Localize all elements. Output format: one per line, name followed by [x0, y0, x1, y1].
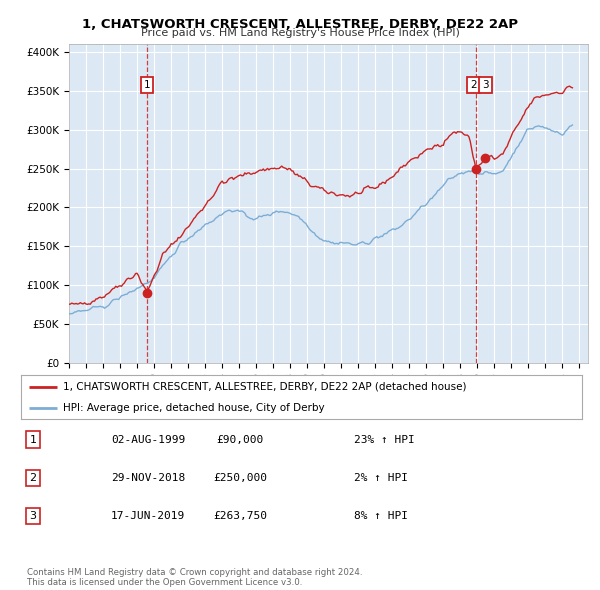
Text: HPI: Average price, detached house, City of Derby: HPI: Average price, detached house, City…: [63, 403, 325, 413]
Text: 02-AUG-1999: 02-AUG-1999: [111, 435, 185, 444]
Text: 29-NOV-2018: 29-NOV-2018: [111, 473, 185, 483]
Text: 1: 1: [143, 80, 150, 90]
Text: Price paid vs. HM Land Registry's House Price Index (HPI): Price paid vs. HM Land Registry's House …: [140, 28, 460, 38]
Text: £250,000: £250,000: [213, 473, 267, 483]
Text: 2: 2: [470, 80, 476, 90]
Text: 1: 1: [29, 435, 37, 444]
Text: 1, CHATSWORTH CRESCENT, ALLESTREE, DERBY, DE22 2AP (detached house): 1, CHATSWORTH CRESCENT, ALLESTREE, DERBY…: [63, 382, 467, 392]
Text: 3: 3: [482, 80, 489, 90]
Text: 3: 3: [29, 512, 37, 521]
Text: 17-JUN-2019: 17-JUN-2019: [111, 512, 185, 521]
Text: £263,750: £263,750: [213, 512, 267, 521]
Text: 2% ↑ HPI: 2% ↑ HPI: [354, 473, 408, 483]
Text: 2: 2: [29, 473, 37, 483]
Text: 1, CHATSWORTH CRESCENT, ALLESTREE, DERBY, DE22 2AP: 1, CHATSWORTH CRESCENT, ALLESTREE, DERBY…: [82, 18, 518, 31]
Text: 8% ↑ HPI: 8% ↑ HPI: [354, 512, 408, 521]
Text: £90,000: £90,000: [217, 435, 263, 444]
Text: 23% ↑ HPI: 23% ↑ HPI: [354, 435, 415, 444]
Text: Contains HM Land Registry data © Crown copyright and database right 2024.
This d: Contains HM Land Registry data © Crown c…: [27, 568, 362, 587]
